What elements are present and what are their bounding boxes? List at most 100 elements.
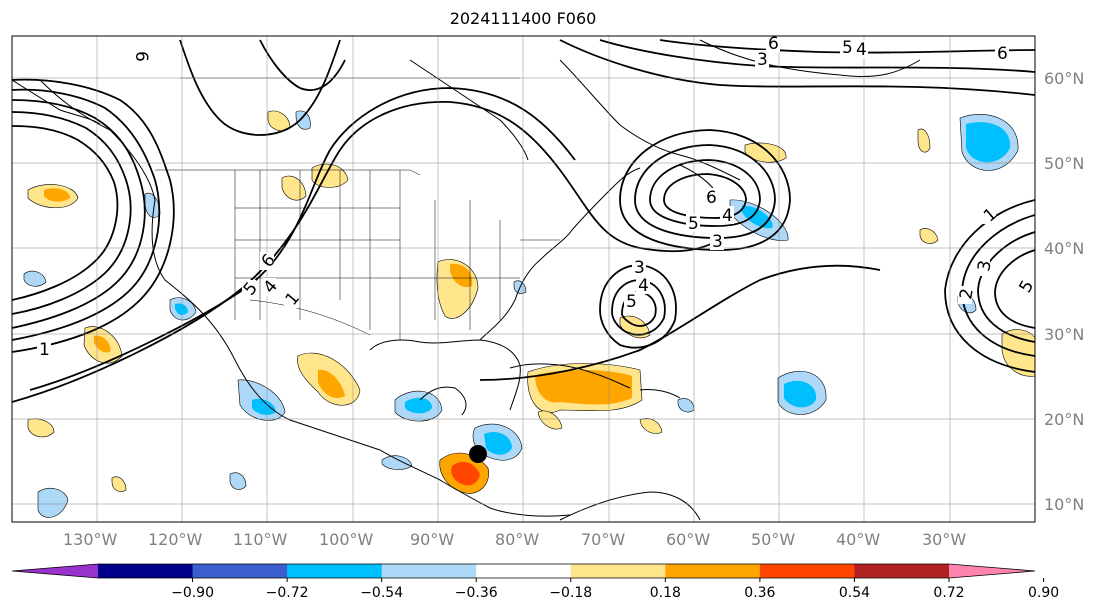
- contour-low-atlantic-1: [599, 264, 677, 349]
- contour-south-broad: [479, 264, 881, 381]
- coast-labrador: [559, 59, 741, 181]
- contour-label-6-north: 6: [768, 34, 779, 54]
- lon-label-40w: 40°W: [836, 530, 880, 549]
- colorbar-tick-label: −0.72: [266, 585, 309, 601]
- longitude-labels: 130°W 120°W 110°W 100°W 90°W 80°W 70°W 6…: [63, 530, 966, 549]
- colorbar-segment: [381, 564, 477, 578]
- anomaly-caribbean-strong: [535, 369, 632, 405]
- anomaly-baja-small-core: [175, 303, 188, 315]
- lat-label-20n: 20°N: [1044, 410, 1084, 429]
- anomaly-gulf-coast-small: [537, 410, 563, 430]
- contour-low-atlantic-2: [611, 279, 666, 336]
- contour-label-3-east: 3: [974, 259, 996, 273]
- anomaly-gulf-blue-core: [405, 397, 432, 414]
- colorbar-outline: [11, 563, 1036, 579]
- coast-cuba: [509, 363, 631, 389]
- lon-label-70w: 70°W: [581, 530, 625, 549]
- anomaly-atlantic-blue-core: [784, 380, 817, 408]
- colorbar-segment: [759, 564, 855, 578]
- lon-label-30w: 30°W: [922, 530, 966, 549]
- coast-greenland: [699, 39, 921, 78]
- lat-label-30n: 30°N: [1044, 325, 1084, 344]
- anomaly-azores-small: [917, 128, 931, 153]
- anomaly-east-pacific-core: [44, 188, 70, 202]
- contour-label-4-newfoundland: 4: [722, 206, 733, 226]
- shaded-anomalies: [23, 110, 1035, 518]
- anomaly-hudson: [295, 110, 311, 130]
- contour-east-low-4: [994, 249, 1035, 329]
- contour-label-6-newfoundland: 6: [706, 188, 717, 208]
- lon-label-120w: 120°W: [148, 530, 203, 549]
- map-title: 2024111400 F060: [449, 9, 597, 28]
- contour-label-3-newfoundland: 3: [712, 232, 723, 252]
- storm-center-marker: [469, 445, 487, 463]
- anomaly-honduras-blue-core: [484, 431, 512, 455]
- colorbar-tick-label: 0.18: [650, 585, 681, 601]
- contour-label-3-atlantic-low: 3: [634, 258, 645, 278]
- anomaly-pacific-south-pos2: [111, 476, 127, 492]
- contour-newfoundland-1: [619, 129, 791, 251]
- contour-label-6-west: 6: [131, 51, 151, 62]
- contour-2-west: [12, 88, 161, 341]
- colorbar-tick-label: −0.18: [549, 585, 592, 601]
- contour-label-3-north: 3: [757, 50, 768, 70]
- contour-label-1-west: 1: [39, 340, 50, 360]
- colorbar-extend-low: [12, 564, 98, 578]
- lat-label-40n: 40°N: [1044, 239, 1084, 258]
- contour-newfoundland-2: [634, 144, 776, 239]
- lon-label-50w: 50°W: [751, 530, 795, 549]
- contour-ridge-central: [179, 39, 341, 136]
- anomaly-baja-blue-core: [252, 398, 276, 415]
- anomaly-pacific-blue: [23, 270, 47, 287]
- lon-label-100w: 100°W: [319, 530, 374, 549]
- colorbar-segment: [570, 564, 666, 578]
- coast-yucatan: [419, 386, 467, 416]
- anomaly-ne-atlantic-blue-core: [966, 122, 1011, 163]
- anomaly-mexico-pos-core: [318, 369, 345, 399]
- anomaly-southeast-us-core: [450, 263, 473, 288]
- colorbar-segment: [476, 564, 572, 578]
- contour-north-1: [559, 39, 1035, 96]
- contour-north-3: [659, 39, 1035, 54]
- contour-3-west: [12, 99, 146, 329]
- lon-label-60w: 60°W: [666, 530, 710, 549]
- contour-labels: 1 1 1 2 3 3 3 3 4 4 4 4 5 5: [37, 34, 1035, 360]
- contour-newfoundland-3: [649, 159, 761, 227]
- anomaly-antilles: [639, 418, 663, 434]
- colorbar-tick-label: 0.54: [839, 585, 870, 601]
- contour-label-4-north: 4: [856, 40, 867, 60]
- coast-hudson-bay: [409, 59, 529, 161]
- contour-label-4-atlantic-low: 4: [638, 276, 649, 296]
- colorbar-tick-label: −0.36: [455, 585, 498, 601]
- contour-4-west: [12, 111, 132, 315]
- contour-lines: [12, 39, 1035, 403]
- map-frame: [11, 35, 1036, 523]
- anomaly-pacific-coast-core: [94, 335, 111, 353]
- contour-ridge-central-2: [259, 39, 346, 91]
- contour-label-5-newfoundland: 5: [688, 214, 699, 234]
- anomaly-mid-atlantic-small: [919, 228, 939, 244]
- colorbar: −0.90 −0.72 −0.54 −0.36 −0.18 0.18 0.36 0.54 0.7…: [11, 563, 1059, 601]
- anomaly-south-pac-blue: [37, 488, 69, 518]
- map-background: [12, 36, 1035, 522]
- anomaly-central-america-core: [451, 461, 480, 486]
- lon-label-80w: 80°W: [495, 530, 539, 549]
- colorbar-segment: [98, 564, 194, 578]
- coast-alaska: [12, 79, 101, 125]
- coast-atlantic-us: [571, 167, 641, 231]
- coast-hispaniola: [639, 389, 681, 399]
- gridlines: [12, 36, 1035, 522]
- lat-label-60n: 60°N: [1044, 69, 1084, 88]
- contour-label-5-north: 5: [842, 38, 853, 58]
- colorbar-segment: [665, 564, 761, 578]
- lon-label-130w: 130°W: [63, 530, 118, 549]
- contour-east-low-3: [977, 231, 1035, 343]
- lat-label-10n: 10°N: [1044, 495, 1084, 514]
- colorbar-extend-high: [949, 564, 1035, 578]
- colorbar-tick-label: −0.54: [360, 585, 403, 601]
- anomaly-pacific-south-blue: [229, 472, 247, 490]
- coast-florida: [479, 229, 573, 341]
- contour-6-west: [12, 101, 721, 403]
- colorbar-segment: [854, 564, 950, 578]
